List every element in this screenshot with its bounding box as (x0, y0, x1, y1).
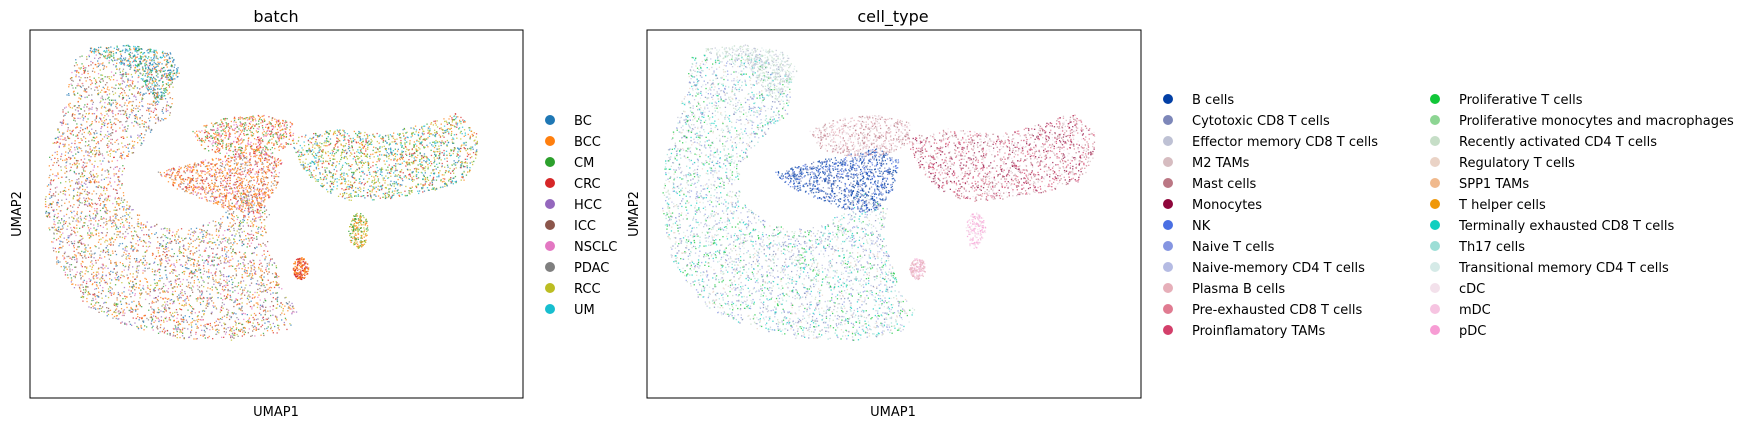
batch-legend-marker-rcc (545, 283, 555, 293)
cell-type-legend-label-mdc: mDC (1459, 303, 1491, 318)
cell-type-legend-marker-regulatory-t-cells (1430, 157, 1440, 167)
cell-type-legend-label-nk: NK (1192, 219, 1211, 234)
cell-type-legend-marker-mast-cells (1163, 178, 1173, 188)
batch-legend-marker-nsclc (545, 241, 555, 251)
batch-cluster-right-fan (288, 113, 478, 201)
batch-legend-label-nsclc: NSCLC (574, 240, 617, 255)
batch-legend-label-cm: CM (574, 156, 594, 171)
batch-legend-label-rcc: RCC (574, 282, 601, 297)
cell-type-legend-marker-th17-cells (1430, 241, 1440, 251)
cell-type-legend-marker-nk (1163, 220, 1173, 230)
cell-type-legend-label-pre-exhausted-cd8-t-cells: Pre-exhausted CD8 T cells (1192, 303, 1362, 318)
cell-type-y-axis-label: UMAP2 (627, 191, 642, 237)
batch-legend-marker-icc (545, 220, 555, 230)
cell-type-legend-marker-mdc (1430, 304, 1440, 314)
batch-plot-frame (29, 29, 524, 399)
cell-type-cluster-top-blob (809, 115, 913, 157)
batch-legend-label-icc: ICC (574, 219, 596, 234)
batch-cluster-tiny-island (292, 257, 310, 281)
batch-cluster-top-blob (192, 114, 295, 157)
cell-type-legend: B cells Cytotoxic CD8 T cells Effector mem… (1163, 93, 1734, 339)
batch-cluster-main-arc (44, 52, 298, 341)
cell-type-legend-label-plasma-b-cells: Plasma B cells (1192, 282, 1285, 297)
batch-cluster-small-island (348, 212, 369, 249)
cell-type-cluster-right-fan (907, 114, 1096, 202)
cell-type-legend-marker-naive-t-cells (1163, 241, 1173, 251)
batch-legend-label-crc: CRC (574, 177, 601, 192)
cell-type-legend-label-proliferative-monocytes-and-macrophages: Proliferative monocytes and macrophages (1459, 114, 1734, 129)
cell-type-legend-label-terminally-exhausted-cd8-t-cells: Terminally exhausted CD8 T cells (1458, 219, 1674, 234)
batch-legend-marker-bc (545, 115, 555, 125)
cell-type-legend-label-effector-memory-cd8-t-cells: Effector memory CD8 T cells (1192, 135, 1378, 150)
cell-type-legend-label-recently-activated-cd4-t-cells: Recently activated CD4 T cells (1459, 135, 1657, 150)
cell-type-legend-marker-transitional-memory-cd4-t-cells (1430, 262, 1440, 272)
cell-type-legend-marker-effector-memory-cd8-t-cells (1163, 136, 1173, 146)
batch-umap-panel: batch UMAP1 UMAP2 BC BCC CM CRC HCC ICC NSCLC P… (10, 7, 617, 420)
batch-y-axis-label: UMAP2 (10, 191, 25, 237)
cell-type-legend-label-spp1-tams: SPP1 TAMs (1459, 177, 1529, 192)
batch-legend-label-bc: BC (574, 114, 592, 129)
cell-type-legend-label-proinflamatory-tams: Proinflamatory TAMs (1192, 324, 1326, 339)
cell-type-legend-marker-proinflamatory-tams (1163, 325, 1173, 335)
cell-type-legend-label-t-helper-cells: T helper cells (1458, 198, 1546, 213)
cell-type-plot-title: cell_type (857, 7, 928, 27)
cell-type-legend-label-m2-tams: M2 TAMs (1192, 156, 1250, 171)
cell-type-legend-label-pdc: pDC (1459, 324, 1486, 339)
cell-type-legend-marker-pre-exhausted-cd8-t-cells (1163, 304, 1173, 314)
batch-legend: BC BCC CM CRC HCC ICC NSCLC PDAC RCC UM (545, 114, 617, 318)
cell-type-umap-panel: cell_type UMAP1 UMAP2 B cells Cytotoxic C… (627, 7, 1734, 420)
cell-type-cluster-central-blob (775, 148, 900, 213)
cell-type-legend-marker-cytotoxic-cd8-t-cells (1163, 115, 1173, 125)
cell-type-legend-label-transitional-memory-cd4-t-cells: Transitional memory CD4 T cells (1458, 261, 1669, 276)
cell-type-legend-marker-recently-activated-cd4-t-cells (1430, 136, 1440, 146)
cell-type-legend-marker-terminally-exhausted-cd8-t-cells (1430, 220, 1440, 230)
batch-legend-marker-cm (545, 157, 555, 167)
cell-type-legend-label-regulatory-t-cells: Regulatory T cells (1459, 156, 1575, 171)
batch-x-axis-label: UMAP1 (253, 405, 299, 420)
cell-type-legend-label-mast-cells: Mast cells (1192, 177, 1257, 192)
cell-type-legend-label-cytotoxic-cd8-t-cells: Cytotoxic CD8 T cells (1192, 114, 1330, 129)
cell-type-x-axis-label: UMAP1 (870, 405, 916, 420)
cell-type-cluster-main-arc (662, 53, 916, 341)
cell-type-legend-marker-naive-memory-cd4-t-cells (1163, 262, 1173, 272)
cell-type-legend-label-monocytes: Monocytes (1192, 198, 1262, 213)
cell-type-cluster-top-tail (705, 44, 798, 101)
batch-legend-label-bcc: BCC (574, 135, 601, 150)
batch-legend-marker-pdac (545, 262, 555, 272)
batch-point-cloud (44, 44, 478, 341)
batch-legend-marker-hcc (545, 199, 555, 209)
cell-type-legend-marker-proliferative-monocytes-and-macrophages (1430, 115, 1440, 125)
cell-type-legend-marker-spp1-tams (1430, 178, 1440, 188)
cell-type-cluster-small-island (965, 212, 987, 249)
cell-type-legend-marker-plasma-b-cells (1163, 283, 1173, 293)
batch-legend-label-hcc: HCC (574, 198, 602, 213)
cell-type-legend-label-proliferative-t-cells: Proliferative T cells (1459, 93, 1583, 108)
cell-type-legend-marker-cdc (1430, 283, 1440, 293)
cell-type-point-cloud (662, 44, 1096, 341)
cell-type-legend-marker-monocytes (1163, 199, 1173, 209)
cell-type-legend-label-b-cells: B cells (1192, 93, 1234, 108)
cell-type-legend-marker-m2-tams (1163, 157, 1173, 167)
cell-type-legend-label-th17-cells: Th17 cells (1458, 240, 1525, 255)
batch-legend-marker-crc (545, 178, 555, 188)
cell-type-legend-marker-pdc (1430, 325, 1440, 335)
cell-type-legend-marker-b-cells (1163, 94, 1173, 104)
batch-legend-label-um: UM (574, 303, 595, 318)
cell-type-legend-label-naive-t-cells: Naive T cells (1192, 240, 1275, 255)
batch-legend-label-pdac: PDAC (574, 261, 609, 276)
cell-type-legend-label-naive-memory-cd4-t-cells: Naive-memory CD4 T cells (1192, 261, 1365, 276)
batch-cluster-top-tail (89, 44, 180, 103)
cell-type-legend-marker-t-helper-cells (1430, 199, 1440, 209)
batch-legend-marker-um (545, 304, 555, 314)
cell-type-legend-label-cdc: cDC (1459, 282, 1485, 297)
cell-type-cluster-tiny-island (909, 258, 926, 281)
batch-legend-marker-bcc (545, 136, 555, 146)
batch-plot-title: batch (253, 7, 298, 26)
cell-type-plot-frame (646, 29, 1142, 399)
cell-type-legend-marker-proliferative-t-cells (1430, 94, 1440, 104)
batch-cluster-central-blob (157, 148, 283, 214)
